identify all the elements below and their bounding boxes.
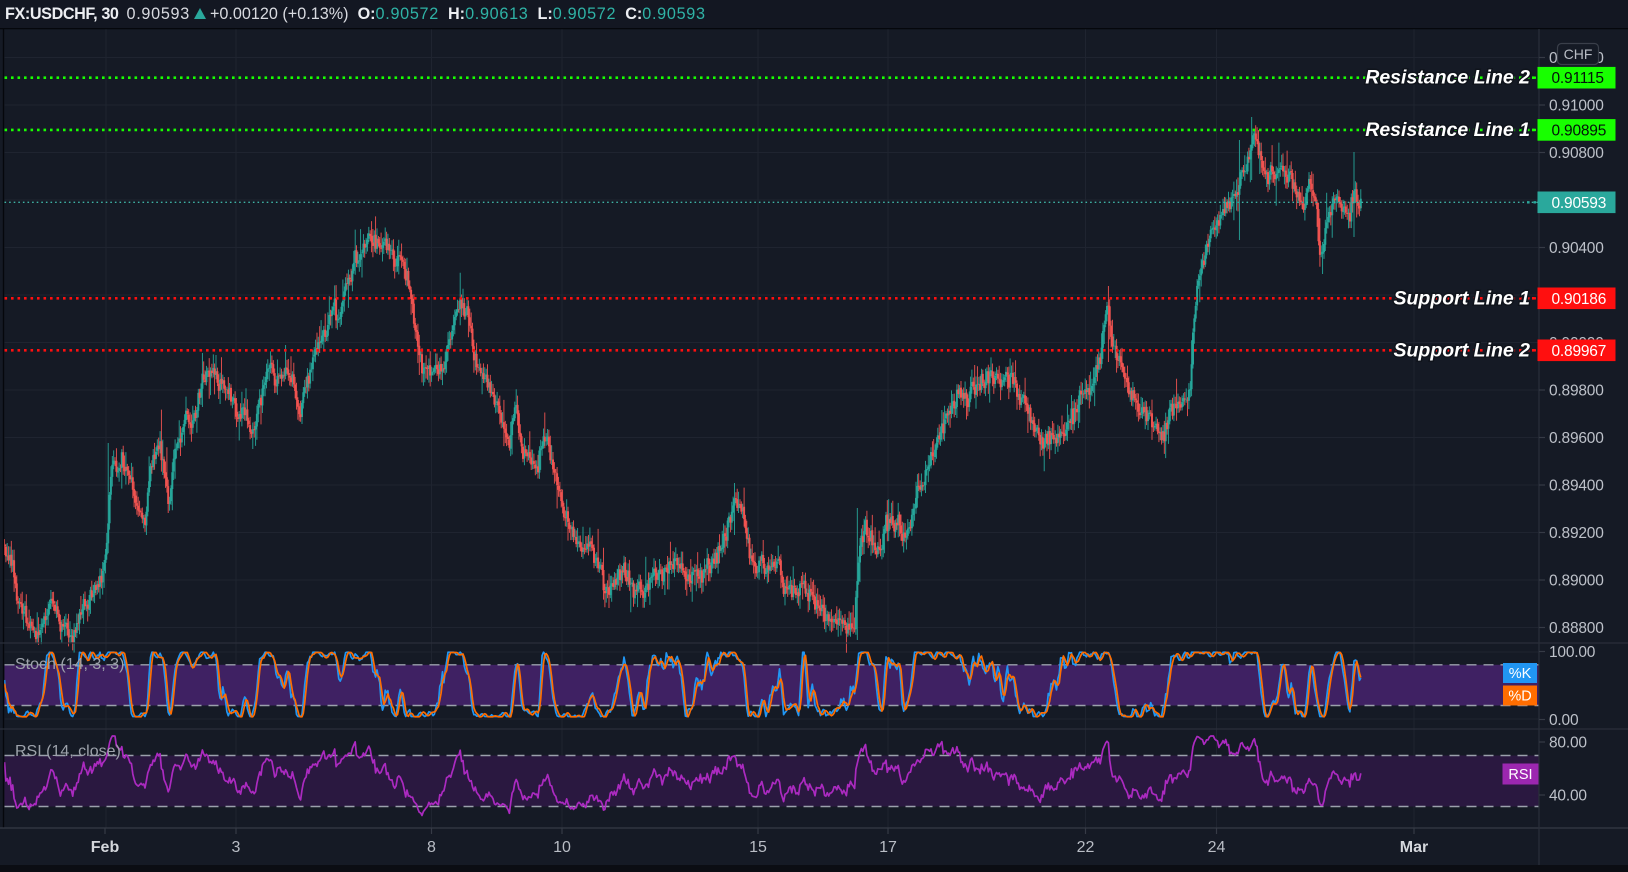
- svg-text:CHF: CHF: [1564, 46, 1593, 62]
- svg-text:0.90800: 0.90800: [1549, 145, 1604, 162]
- svg-text:Resistance Line 2: Resistance Line 2: [1365, 67, 1530, 89]
- svg-text:Stoch (14, 3, 3): Stoch (14, 3, 3): [15, 656, 124, 673]
- svg-text:Feb: Feb: [91, 839, 120, 856]
- svg-text:RSI: RSI: [1508, 767, 1532, 783]
- svg-text:%K: %K: [1509, 666, 1532, 682]
- svg-text:0.89967: 0.89967: [1552, 343, 1607, 360]
- svg-text:10: 10: [553, 839, 571, 856]
- svg-text:40.00: 40.00: [1549, 788, 1587, 805]
- svg-text:22: 22: [1077, 839, 1095, 856]
- svg-text:Mar: Mar: [1400, 839, 1428, 856]
- svg-text:0.91000: 0.91000: [1549, 98, 1604, 115]
- svg-text:0.88800: 0.88800: [1549, 620, 1604, 637]
- svg-text:0.89400: 0.89400: [1549, 478, 1604, 495]
- svg-text:0.00: 0.00: [1549, 712, 1579, 729]
- svg-text:0.89600: 0.89600: [1549, 430, 1604, 447]
- svg-text:8: 8: [427, 839, 436, 856]
- svg-text:0.90895: 0.90895: [1552, 122, 1607, 139]
- svg-text:0.90400: 0.90400: [1549, 240, 1604, 257]
- svg-text:Support Line 2: Support Line 2: [1394, 339, 1531, 361]
- svg-text:24: 24: [1208, 839, 1226, 856]
- svg-text:17: 17: [879, 839, 897, 856]
- svg-text:0.91115: 0.91115: [1552, 70, 1604, 87]
- svg-text:0.89800: 0.89800: [1549, 383, 1604, 400]
- svg-text:Resistance Line 1: Resistance Line 1: [1365, 119, 1530, 141]
- svg-text:80.00: 80.00: [1549, 735, 1587, 752]
- svg-text:100.00: 100.00: [1549, 644, 1596, 661]
- svg-text:15: 15: [749, 839, 767, 856]
- svg-text:%D: %D: [1508, 689, 1531, 705]
- svg-text:0.90593: 0.90593: [1552, 195, 1607, 212]
- svg-text:0.89200: 0.89200: [1549, 525, 1604, 542]
- svg-text:0.90186: 0.90186: [1552, 291, 1607, 308]
- svg-text:3: 3: [232, 839, 241, 856]
- svg-text:0.89000: 0.89000: [1549, 573, 1604, 590]
- svg-text:RSI (14, close): RSI (14, close): [15, 743, 121, 760]
- svg-text:Support Line 1: Support Line 1: [1394, 287, 1531, 309]
